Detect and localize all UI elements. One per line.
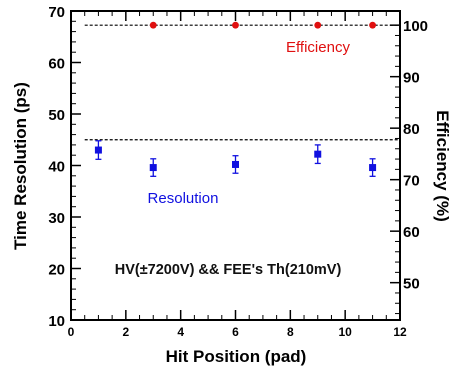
resolution-point (232, 160, 239, 168)
resolution-point (149, 164, 157, 172)
annotation-efficiency: Efficiency (286, 39, 350, 56)
x-tick-label: 6 (232, 325, 239, 339)
efficiency-point (314, 21, 322, 29)
y-tick-label: 30 (48, 210, 65, 227)
y2-tick-label: 90 (403, 70, 420, 87)
y2-axis-label: Efficiency (%) (433, 110, 452, 221)
y-tick-label: 60 (48, 56, 65, 73)
x-tick-label: 8 (287, 325, 294, 339)
efficiency-point (232, 21, 239, 29)
y2-tick-label: 100 (403, 18, 428, 35)
x-axis-label: Hit Position (pad) (166, 347, 307, 366)
y2-tick-label: 80 (403, 121, 420, 138)
annotation-resolution: Resolution (148, 190, 219, 207)
y-tick-label: 40 (48, 159, 65, 176)
y-tick-label: 20 (48, 262, 65, 279)
efficiency-point (369, 21, 376, 29)
reference-lines (84, 24, 400, 141)
y2-tick-label: 70 (403, 173, 420, 190)
y2-tick-label: 60 (403, 224, 420, 241)
annotation-condition: HV(±7200V) && FEE's Th(210mV) (115, 262, 342, 278)
y-tick-label: 10 (48, 313, 65, 330)
resolution-point (314, 150, 322, 158)
x-tick-label: 2 (122, 325, 129, 339)
resolution-point (369, 164, 377, 172)
data-marks (94, 21, 377, 177)
y-axis-label: Time Resolution (ps) (11, 82, 30, 250)
x-tick-label: 10 (338, 325, 352, 339)
y-tick-label: 50 (48, 107, 65, 124)
y-tick-label: 70 (48, 4, 65, 21)
y2-ticks: 50 60 70 80 90 100 (390, 18, 428, 315)
y2-tick-label: 50 (403, 276, 420, 293)
x-tick-label: 12 (393, 325, 407, 339)
x-tick-label: 0 (68, 325, 75, 339)
efficiency-point (149, 21, 157, 29)
y-ticks: 10 20 30 40 50 60 70 (48, 4, 81, 330)
x-tick-label: 4 (177, 325, 184, 339)
x-ticks: 0 2 4 6 8 10 12 (68, 11, 407, 339)
resolution-point (94, 146, 102, 154)
